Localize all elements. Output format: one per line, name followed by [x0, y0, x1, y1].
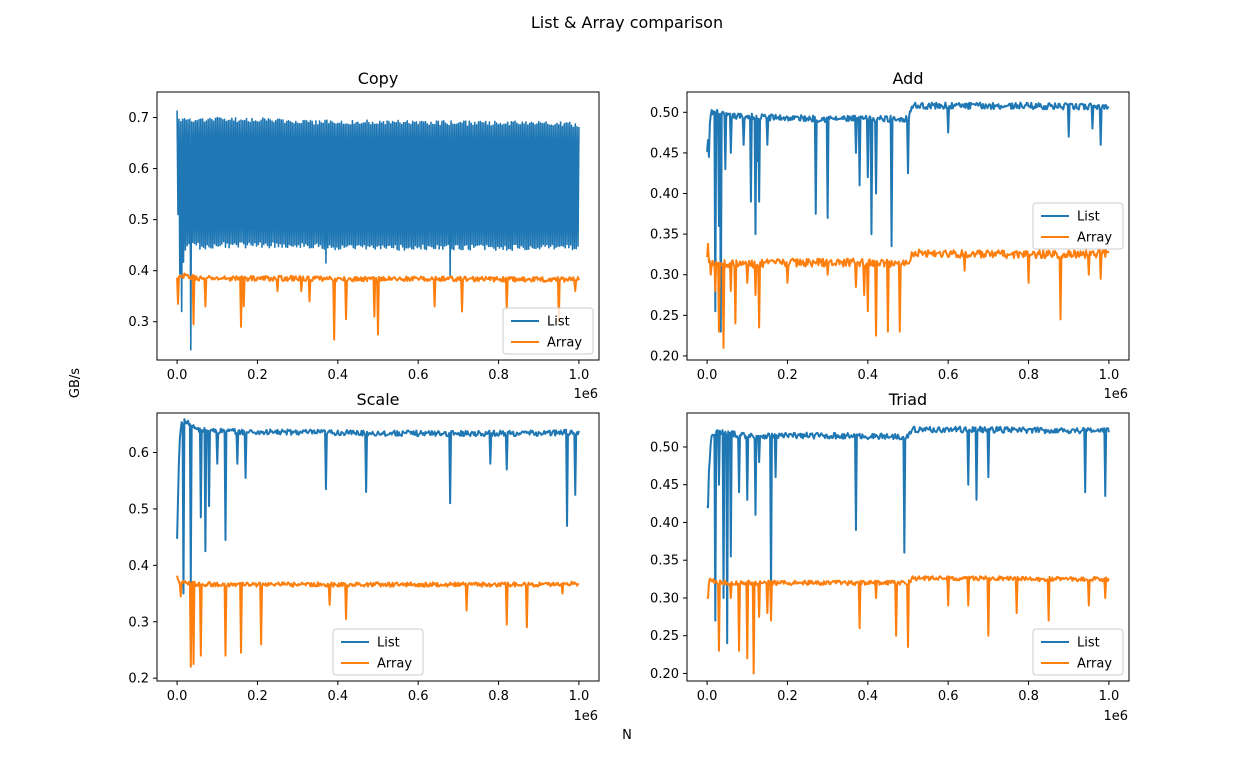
x-offset-label: 1e6 — [1103, 387, 1128, 402]
x-tick-label: 0.0 — [697, 368, 718, 383]
legend: List Array — [1032, 628, 1124, 676]
y-tick-label: 0.5 — [128, 213, 149, 228]
subplot-title: Copy — [358, 69, 399, 88]
x-tick-label: 0.2 — [777, 689, 798, 704]
y-tick-label: 0.6 — [128, 446, 149, 461]
y-tick-label: 0.7 — [128, 111, 149, 126]
x-offset-label: 1e6 — [573, 709, 598, 724]
y-tick-label: 0.25 — [650, 629, 679, 644]
x-tick-label: 0.8 — [488, 689, 509, 704]
legend: List Array — [1032, 202, 1124, 250]
legend: List Array — [502, 307, 594, 355]
y-tick-label: 0.30 — [650, 591, 679, 606]
subplot-triad: Triad 1e6 0.0 0.2 0.4 0.6 0.8 1.0 0.20 0.25 0.30… — [650, 390, 1130, 724]
y-tick-label: 0.2 — [128, 672, 149, 687]
y-tick-label: 0.50 — [650, 106, 679, 121]
subplot-title: Add — [893, 69, 924, 88]
y-tick-label: 0.35 — [650, 554, 679, 569]
subplot-title: Scale — [356, 390, 399, 409]
y-tick-label: 0.5 — [128, 502, 149, 517]
axes-frame — [156, 91, 600, 361]
legend-label-array: Array — [1077, 657, 1112, 672]
legend-label-list: List — [1077, 636, 1100, 651]
x-tick-label: 0.6 — [938, 689, 959, 704]
subplot-add: Add 1e6 0.0 0.2 0.4 0.6 0.8 1.0 0.20 0.25 0.30 0.… — [650, 69, 1130, 402]
x-tick-label: 0.4 — [857, 368, 878, 383]
y-tick-label: 0.20 — [650, 667, 679, 682]
x-tick-label: 0.2 — [247, 368, 268, 383]
x-offset-label: 1e6 — [1103, 709, 1128, 724]
y-tick-label: 0.3 — [128, 315, 149, 330]
x-tick-label: 0.0 — [167, 689, 188, 704]
x-tick-label: 0.2 — [777, 368, 798, 383]
x-tick-label: 0.0 — [167, 368, 188, 383]
y-tick-label: 0.30 — [650, 268, 679, 283]
y-tick-label: 0.6 — [128, 162, 149, 177]
y-tick-label: 0.45 — [650, 146, 679, 161]
x-tick-label: 1.0 — [1099, 368, 1120, 383]
y-tick-label: 0.35 — [650, 228, 679, 243]
axes-frame — [686, 91, 1130, 361]
legend-label-array: Array — [547, 336, 582, 351]
x-tick-label: 0.8 — [1018, 368, 1039, 383]
legend-label-list: List — [547, 315, 570, 330]
x-tick-label: 0.4 — [327, 689, 348, 704]
x-tick-label: 1.0 — [569, 689, 590, 704]
plot-area — [176, 110, 580, 351]
x-offset-label: 1e6 — [573, 387, 598, 402]
series-line-list — [706, 425, 1110, 645]
axes-frame — [156, 412, 600, 682]
legend-label-list: List — [377, 636, 400, 651]
x-tick-label: 0.4 — [857, 689, 878, 704]
subplot-title: Triad — [888, 390, 927, 409]
legend-label-array: Array — [377, 657, 412, 672]
x-tick-label: 0.4 — [327, 368, 348, 383]
subplot-copy: Copy 1e6 0.0 0.2 0.4 0.6 0.8 1.0 0.3 0.4 0.5 0.6 0… — [128, 69, 600, 402]
y-tick-label: 0.3 — [128, 615, 149, 630]
subplot-scale: Scale 1e6 0.0 0.2 0.4 0.6 0.8 1.0 0.2 0.3 0.4 0.5… — [128, 390, 600, 724]
figure-suptitle: List & Array comparison — [531, 13, 723, 32]
series-line-array — [176, 272, 580, 341]
axes-frame — [686, 412, 1130, 682]
y-tick-label: 0.25 — [650, 309, 679, 324]
y-tick-label: 0.4 — [128, 264, 149, 279]
y-tick-label: 0.4 — [128, 559, 149, 574]
x-tick-label: 0.0 — [697, 689, 718, 704]
series-line-list — [176, 418, 580, 595]
series-line-array — [176, 575, 580, 668]
x-tick-label: 1.0 — [1099, 689, 1120, 704]
plot-area — [706, 101, 1110, 349]
x-tick-label: 0.8 — [488, 368, 509, 383]
legend-label-array: Array — [1077, 231, 1112, 246]
y-tick-label: 0.50 — [650, 440, 679, 455]
y-tick-label: 0.20 — [650, 349, 679, 364]
x-tick-label: 0.6 — [938, 368, 959, 383]
plot-area — [706, 425, 1110, 675]
legend-label-list: List — [1077, 210, 1100, 225]
y-tick-label: 0.45 — [650, 478, 679, 493]
y-tick-label: 0.40 — [650, 187, 679, 202]
x-tick-label: 1.0 — [569, 368, 590, 383]
series-line-array — [706, 242, 1110, 349]
x-tick-label: 0.6 — [408, 689, 429, 704]
series-line-list — [706, 101, 1110, 333]
legend: List Array — [332, 628, 424, 676]
series-line-list — [176, 110, 580, 351]
x-tick-label: 0.2 — [247, 689, 268, 704]
x-tick-label: 0.8 — [1018, 689, 1039, 704]
x-tick-label: 0.6 — [408, 368, 429, 383]
y-tick-label: 0.40 — [650, 516, 679, 531]
figure-xlabel: N — [622, 728, 632, 743]
figure-ylabel: GB/s — [68, 368, 83, 398]
plot-area — [176, 418, 580, 668]
series-line-array — [706, 575, 1110, 675]
